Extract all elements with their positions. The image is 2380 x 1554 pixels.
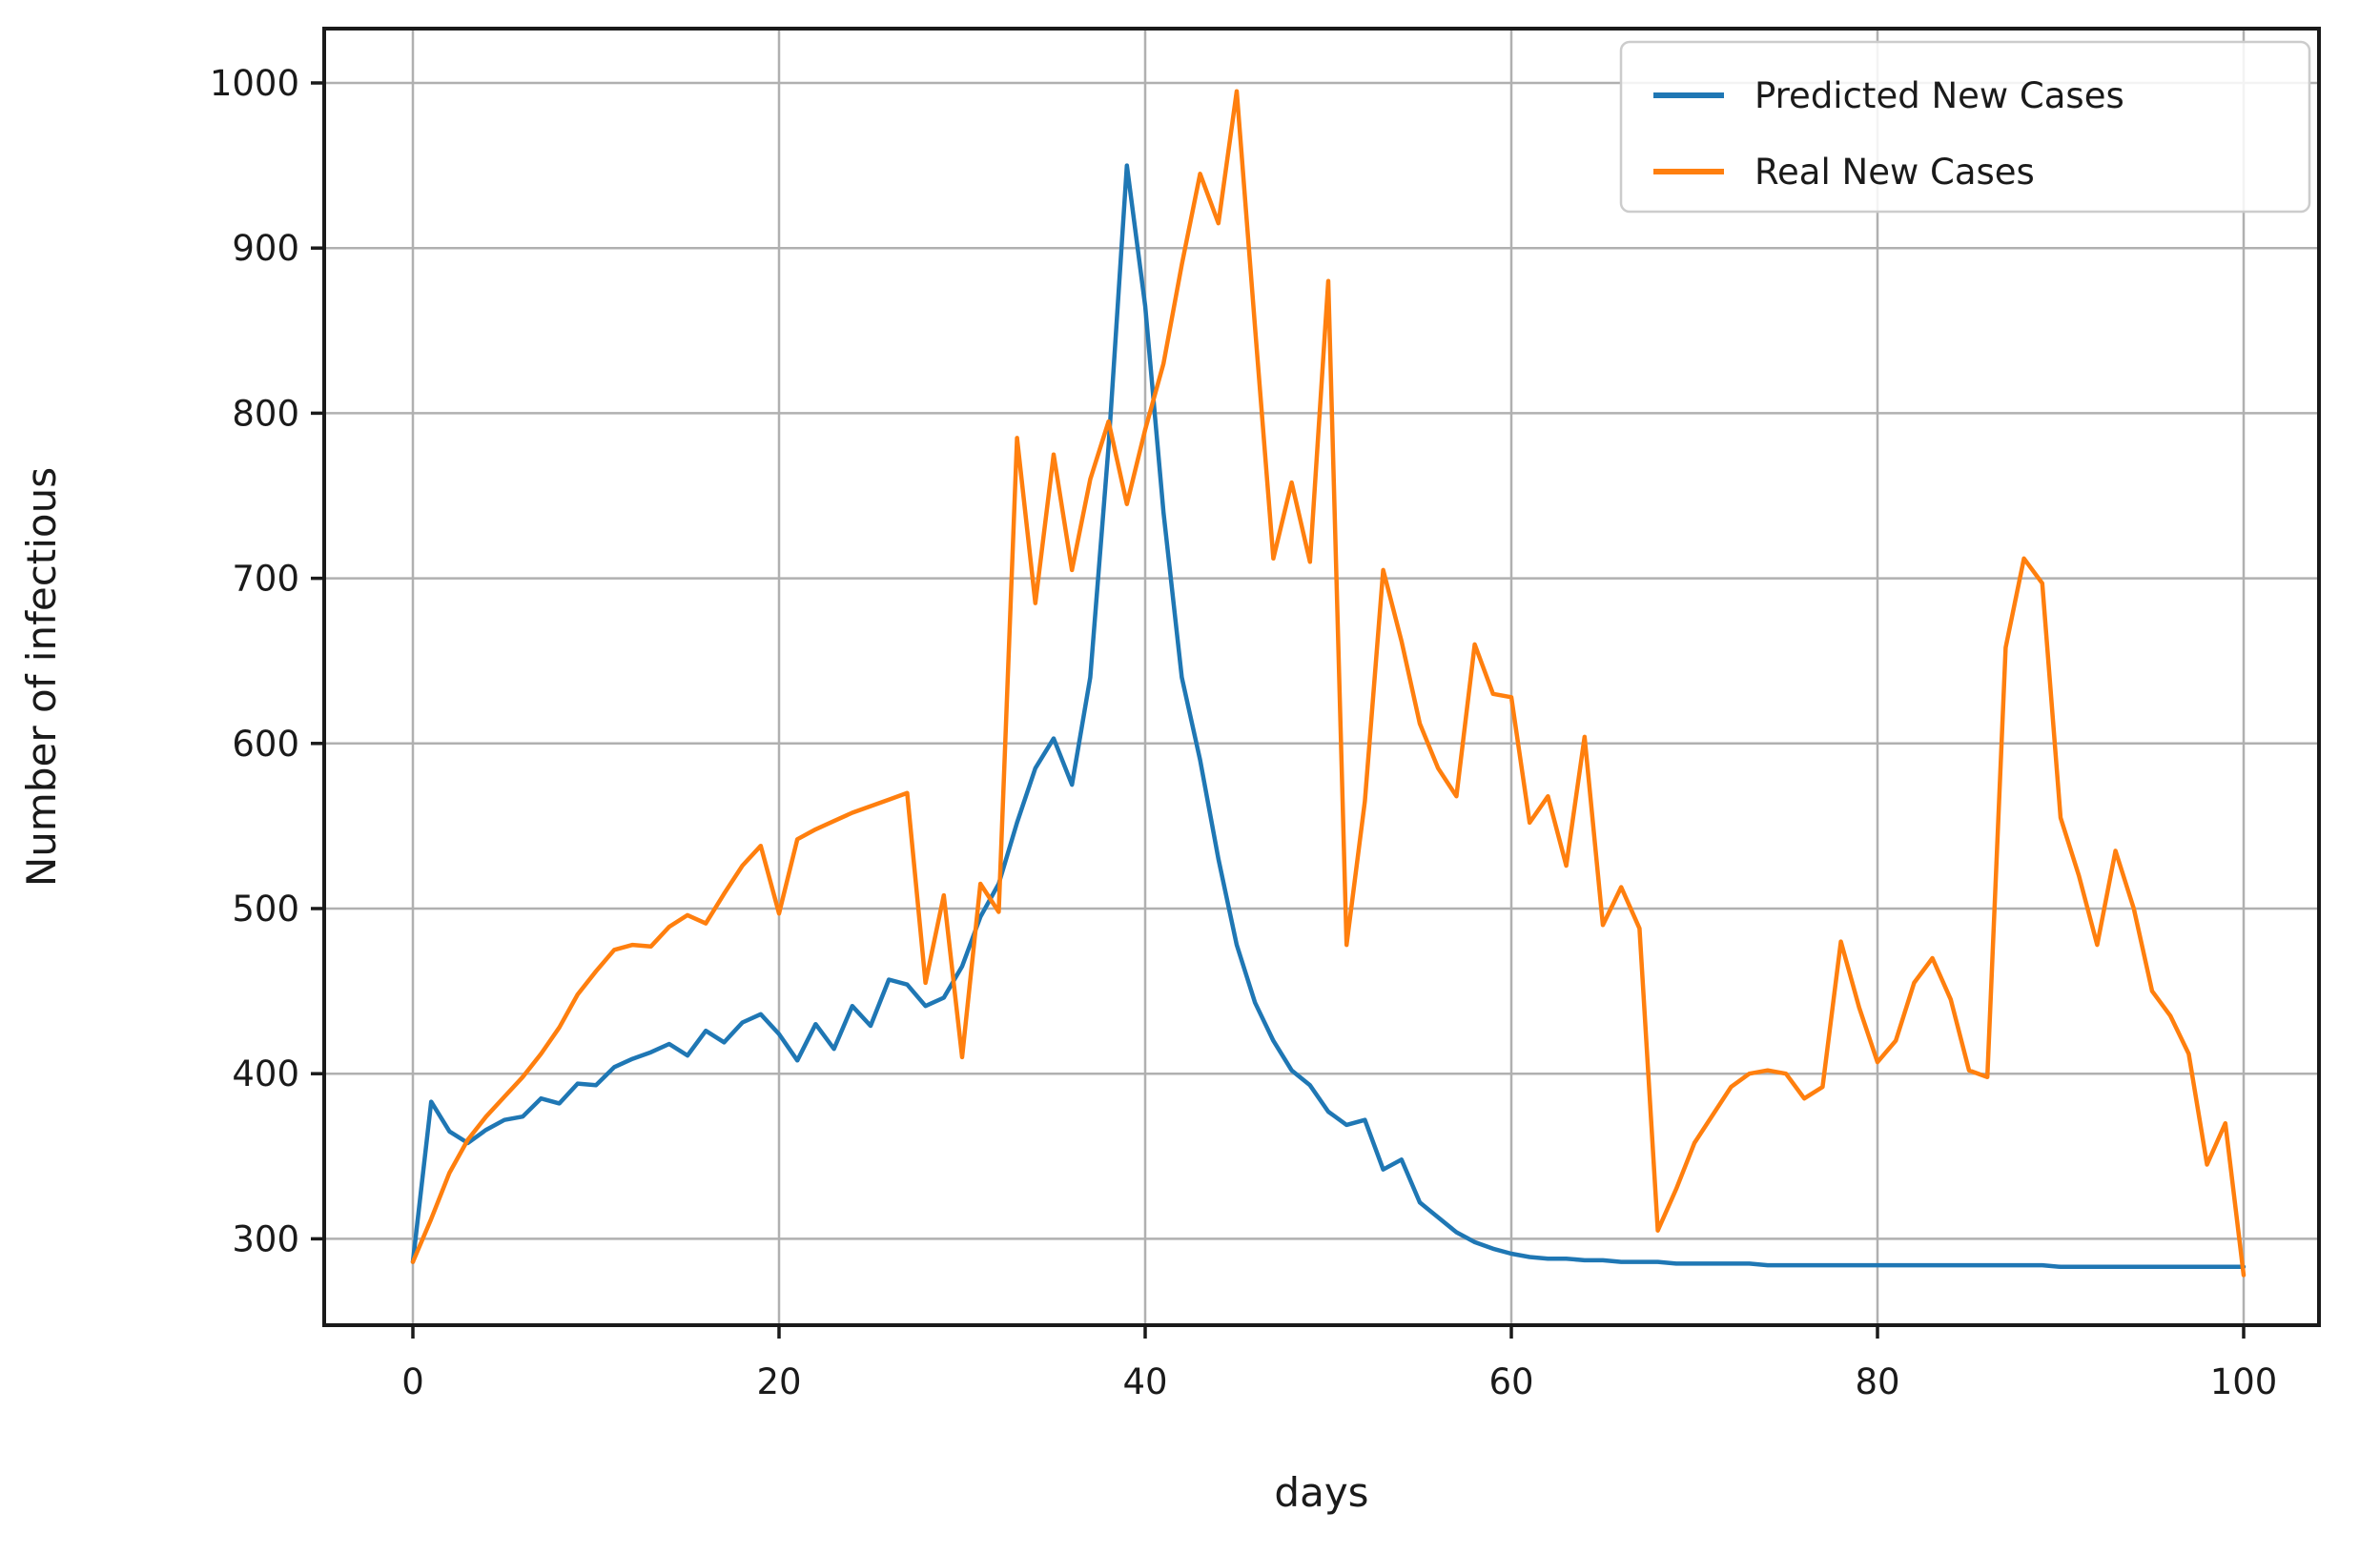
y-tick-label: 300 [232, 1218, 299, 1259]
legend-label-real: Real New Cases [1754, 152, 2035, 193]
legend-label-predicted: Predicted New Cases [1754, 75, 2124, 116]
x-tick-label: 0 [401, 1361, 424, 1402]
y-axis-label: Number of infectious [18, 467, 65, 887]
series-predicted-new-cases [410, 163, 2247, 1270]
y-tick-label: 500 [232, 889, 299, 930]
legend: Predicted New Cases Real New Cases [1619, 40, 2311, 214]
tick-labels: 300 400 500 600 700 800 900 1000 0 20 40 60 80 100 [210, 63, 2277, 1402]
y-tick-label: 600 [232, 724, 299, 765]
y-tick-label: 1000 [210, 63, 299, 104]
x-axis-label: days [1274, 1469, 1368, 1516]
y-tick-label: 900 [232, 228, 299, 269]
axes-spines [322, 27, 2321, 1327]
plot-area [324, 29, 2319, 1325]
x-tick-label: 100 [2210, 1361, 2278, 1402]
x-tick-label: 20 [756, 1361, 801, 1402]
tick-marks [311, 81, 2246, 1339]
legend-box [1619, 40, 2311, 214]
x-tick-label: 60 [1488, 1361, 1533, 1402]
y-tick-label: 800 [232, 393, 299, 434]
data-series [410, 89, 2247, 1278]
x-tick-label: 80 [1855, 1361, 1899, 1402]
x-tick-label: 40 [1122, 1361, 1167, 1402]
y-tick-label: 400 [232, 1053, 299, 1094]
y-tick-label: 700 [232, 559, 299, 600]
series-real-new-cases [410, 89, 2247, 1278]
